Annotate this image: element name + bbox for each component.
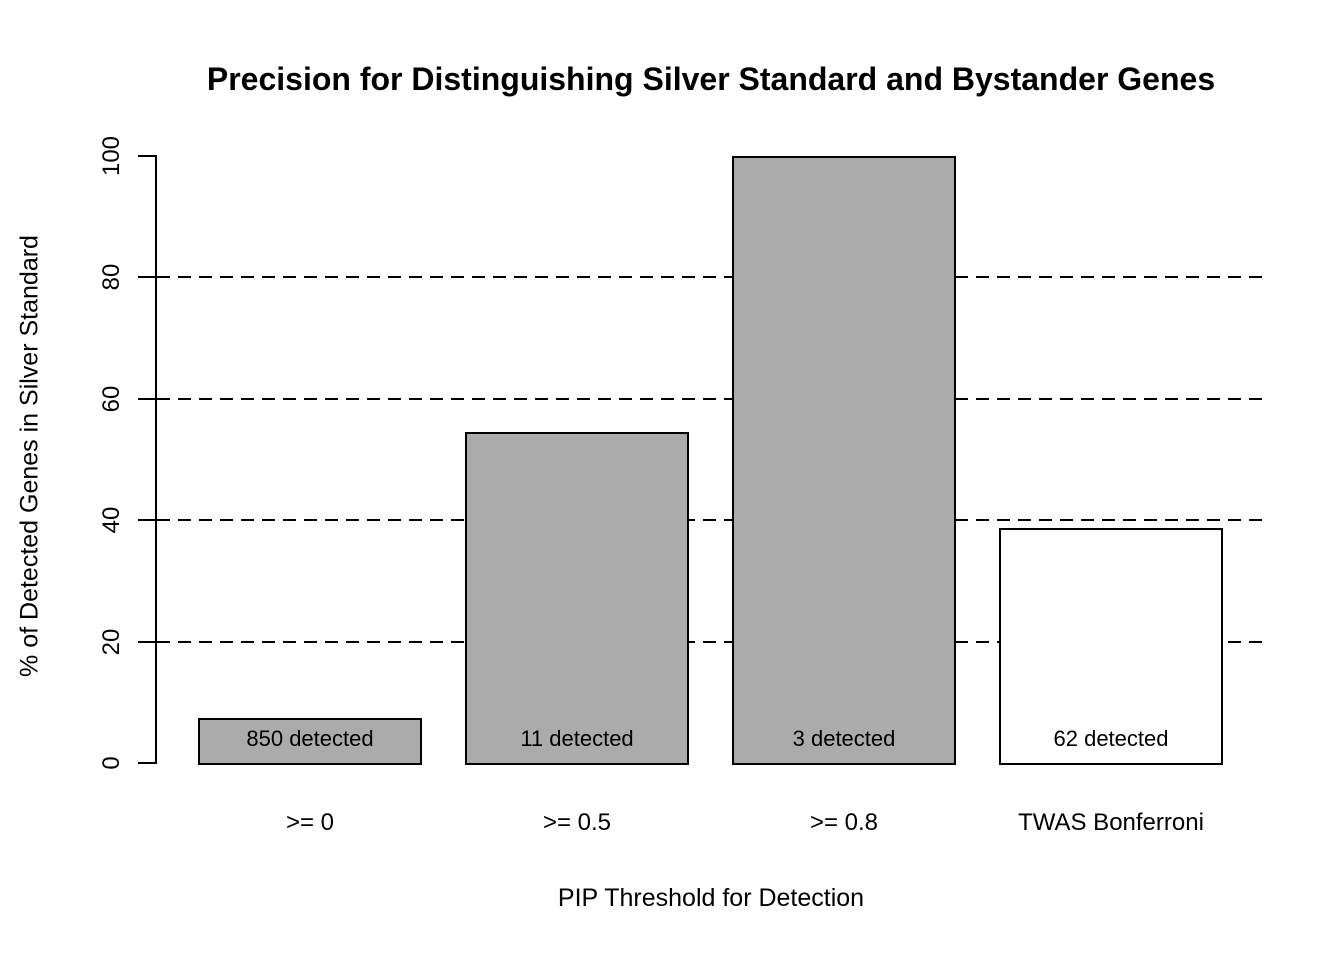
y-tick-20	[138, 640, 155, 643]
y-tick-100	[138, 155, 155, 157]
gridline-40	[157, 519, 1262, 522]
category-label-3: >= 0.8	[809, 809, 879, 836]
y-tick-0	[138, 762, 155, 764]
gridline-80	[157, 276, 1262, 279]
bar-count-label-3: 3 detected	[792, 726, 896, 751]
y-tick-label-100: 100	[98, 135, 125, 177]
y-axis-line	[155, 155, 157, 764]
y-tick-label-0: 0	[98, 756, 125, 770]
y-tick-label-80: 80	[98, 264, 125, 291]
category-label-1: >= 0	[285, 809, 335, 836]
bar-2	[465, 432, 689, 765]
bar-count-label-1: 850 detected	[246, 726, 374, 751]
category-label-4: TWAS Bonferroni	[1018, 809, 1204, 836]
y-tick-40	[138, 519, 155, 522]
y-tick-label-60: 60	[98, 385, 125, 413]
y-tick-80	[138, 276, 155, 279]
chart-title: Precision for Distinguishing Silver Stan…	[206, 61, 1216, 97]
y-tick-label-20: 20	[98, 628, 125, 655]
x-axis-title: PIP Threshold for Detection	[557, 884, 865, 912]
gridline-20	[157, 640, 1262, 643]
y-tick-label-40: 40	[98, 506, 125, 534]
gridline-60	[157, 397, 1262, 400]
bar-1	[198, 718, 422, 765]
bar-count-label-2: 11 detected	[520, 726, 634, 751]
category-label-2: >= 0.5	[542, 809, 612, 836]
bar-4	[999, 528, 1223, 765]
y-tick-60	[138, 397, 155, 400]
bar-3	[732, 156, 956, 765]
y-axis-title: % of Detected Genes in Silver Standard	[15, 235, 44, 677]
bar-count-label-4: 62 detected	[1053, 726, 1169, 751]
